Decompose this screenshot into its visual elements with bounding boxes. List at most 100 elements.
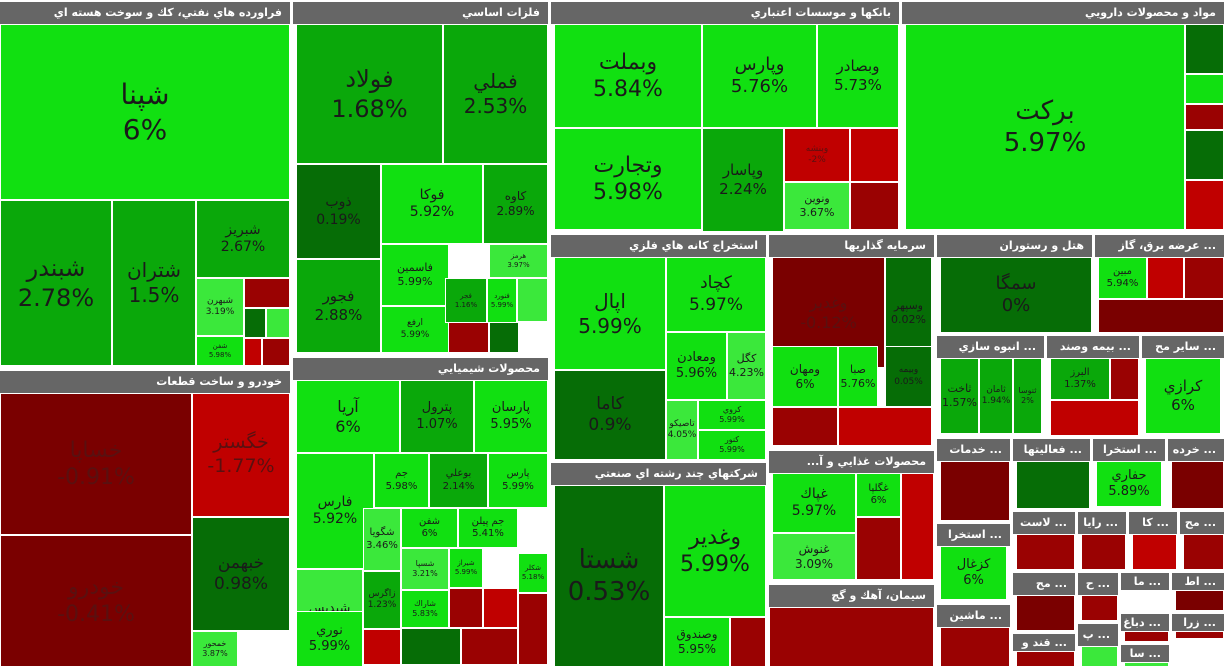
stock-tile[interactable]: وبنشه -2% — [784, 128, 850, 182]
stock-tile[interactable]: كچاد 5.97% — [666, 257, 766, 332]
stock-tile[interactable]: پارسان 5.95% — [474, 380, 548, 453]
stock-tile[interactable]: كرازي 6% — [1145, 358, 1221, 434]
filler-tile[interactable] — [449, 588, 483, 628]
filler-tile[interactable] — [1081, 646, 1118, 667]
stock-tile[interactable]: بركت 5.97% — [905, 24, 1185, 230]
sector-0[interactable]: فراورده هاي نفتي، كك و سوخت هسته اي شپنا 6… — [0, 2, 290, 368]
filler-tile[interactable] — [940, 627, 1010, 667]
filler-tile[interactable] — [1147, 257, 1184, 299]
sector-23[interactable]: ... رايا — [1078, 512, 1126, 570]
sector-30[interactable]: ... قند و — [1013, 634, 1075, 667]
stock-tile[interactable]: كاما 0.9% — [554, 370, 666, 460]
filler-tile[interactable] — [244, 308, 266, 338]
filler-tile[interactable] — [1110, 358, 1139, 400]
sector-14[interactable]: ... بيمه وصند البرز 1.37% — [1047, 336, 1139, 436]
stock-tile[interactable]: ونوين 3.67% — [784, 182, 850, 230]
sector-7[interactable]: سرمايه گذاريها وغدير -0.12% وسپهر 0.02% ومهان… — [769, 235, 934, 448]
stock-tile[interactable]: پارس 5.99% — [488, 453, 548, 508]
filler-tile[interactable] — [1175, 631, 1224, 639]
sector-28[interactable]: ... ما — [1121, 573, 1169, 611]
filler-tile[interactable] — [1050, 400, 1139, 436]
filler-tile[interactable] — [772, 407, 838, 446]
stock-tile[interactable]: غگلپا 6% — [856, 473, 901, 517]
filler-tile[interactable] — [838, 407, 932, 446]
stock-tile[interactable]: شاراك 5.83% — [401, 590, 449, 628]
stock-tile[interactable]: شتران 1.5% — [112, 200, 196, 366]
sector-1[interactable]: فلزات اساسي فولاد 1.68% فملي 2.53% ذوب 0.19% فو… — [293, 2, 548, 355]
sector-26[interactable]: ... مح — [1013, 573, 1075, 631]
stock-tile[interactable]: خمحور 3.87% — [192, 631, 238, 667]
sector-5[interactable]: محصولات شيميايي آريا 6% پترول 1.07% پارسان 5.9… — [293, 358, 548, 667]
stock-tile[interactable]: وبملت 5.84% — [554, 24, 702, 128]
sector-24[interactable]: ... كا — [1129, 512, 1177, 570]
sector-18[interactable]: ... استخرا حفاري 5.89% — [1093, 439, 1165, 509]
stock-tile[interactable]: ومعادن 5.96% — [666, 332, 727, 400]
filler-tile[interactable] — [489, 322, 519, 353]
sector-21[interactable]: ... ماشين — [937, 605, 1010, 667]
stock-tile[interactable]: شبندر 2.78% — [0, 200, 112, 366]
filler-tile[interactable] — [1016, 461, 1090, 509]
filler-tile[interactable] — [1016, 651, 1075, 667]
sector-6[interactable]: استخراج كانه هاي فلزي اپال 5.99% كچاد 5.97% و… — [551, 235, 766, 460]
stock-tile[interactable]: شبهرن 3.19% — [196, 278, 244, 336]
stock-tile[interactable]: بوعلي 2.14% — [429, 453, 488, 508]
filler-tile[interactable] — [1016, 595, 1075, 631]
stock-tile[interactable]: كنور 5.99% — [698, 430, 766, 460]
sector-4[interactable]: خودرو و ساخت قطعات خساپا -0.91% خگستر -1.77%… — [0, 371, 290, 667]
filler-tile[interactable] — [517, 278, 548, 322]
stock-tile[interactable]: اپال 5.99% — [554, 257, 666, 370]
filler-tile[interactable] — [730, 617, 766, 667]
filler-tile[interactable] — [1185, 180, 1224, 230]
filler-tile[interactable] — [401, 628, 461, 665]
stock-tile[interactable]: خگستر -1.77% — [192, 393, 290, 517]
stock-tile[interactable]: سمگا 0% — [940, 257, 1092, 333]
filler-tile[interactable] — [262, 338, 290, 366]
filler-tile[interactable] — [1185, 24, 1224, 74]
stock-tile[interactable]: ثاخت 1.57% — [940, 358, 979, 434]
stock-tile[interactable]: نوري 5.99% — [296, 611, 363, 667]
filler-tile[interactable] — [363, 629, 401, 665]
stock-tile[interactable]: صبا 5.76% — [838, 346, 878, 407]
filler-tile[interactable] — [1081, 595, 1118, 621]
sector-33[interactable]: ... زرا — [1172, 614, 1224, 639]
stock-tile[interactable]: وصندوق 5.95% — [664, 617, 730, 667]
filler-tile[interactable] — [1183, 534, 1224, 570]
sector-27[interactable]: ... ح — [1078, 573, 1118, 621]
stock-tile[interactable]: كاوه 2.89% — [483, 164, 548, 244]
filler-tile[interactable] — [1185, 74, 1224, 104]
stock-tile[interactable]: شفن 6% — [401, 508, 458, 548]
stock-tile[interactable]: شگويا 3.46% — [363, 508, 401, 571]
stock-tile[interactable]: شكلر 5.18% — [518, 553, 548, 593]
stock-tile[interactable]: وپارس 5.76% — [702, 24, 817, 128]
stock-tile[interactable]: شيراز 5.99% — [449, 548, 483, 588]
stock-tile[interactable]: هرمز 3.97% — [489, 244, 548, 278]
stock-tile[interactable]: شستا 0.53% — [554, 485, 664, 667]
stock-tile[interactable]: شفن 5.98% — [196, 336, 244, 366]
sector-22[interactable]: ... لاست — [1013, 512, 1075, 570]
sector-10[interactable]: شركتهاي چند رشته اي صنعتي شستا 0.53% وغدير 5… — [551, 463, 766, 667]
sector-2[interactable]: بانكها و موسسات اعتباري وبملت 5.84% وپارس 5.… — [551, 2, 899, 232]
stock-tile[interactable]: وغدير 5.99% — [664, 485, 766, 617]
filler-tile[interactable] — [1184, 257, 1224, 299]
sector-34[interactable]: ... سا — [1121, 645, 1169, 667]
filler-tile[interactable] — [518, 593, 548, 665]
filler-tile[interactable] — [1185, 130, 1224, 180]
stock-tile[interactable]: وتجارت 5.98% — [554, 128, 702, 230]
stock-tile[interactable]: فنورد 5.99% — [487, 278, 517, 323]
filler-tile[interactable] — [850, 128, 899, 182]
stock-tile[interactable]: فوكا 5.92% — [381, 164, 483, 244]
filler-tile[interactable] — [856, 517, 901, 580]
stock-tile[interactable]: شپنا 6% — [0, 24, 290, 200]
filler-tile[interactable] — [483, 588, 518, 628]
filler-tile[interactable] — [901, 473, 934, 580]
stock-tile[interactable]: فاسمين 5.99% — [381, 244, 449, 306]
stock-tile[interactable]: شسپا 3.21% — [401, 548, 449, 590]
stock-tile[interactable]: شبريز 2.67% — [196, 200, 290, 278]
stock-tile[interactable]: ثامان 1.94% — [979, 358, 1013, 434]
sector-3[interactable]: مواد و محصولات دارويي بركت 5.97% — [902, 2, 1224, 232]
sector-25[interactable]: ... مح — [1180, 512, 1224, 570]
stock-tile[interactable]: آريا 6% — [296, 380, 400, 453]
sector-16[interactable]: ... خدمات — [937, 439, 1010, 521]
sector-8[interactable]: هتل و رستوران سمگا 0% — [937, 235, 1092, 333]
sector-13[interactable]: ... انبوه سازي ثاخت 1.57% ثامان 1.94% ثنوسا 2% — [937, 336, 1044, 436]
